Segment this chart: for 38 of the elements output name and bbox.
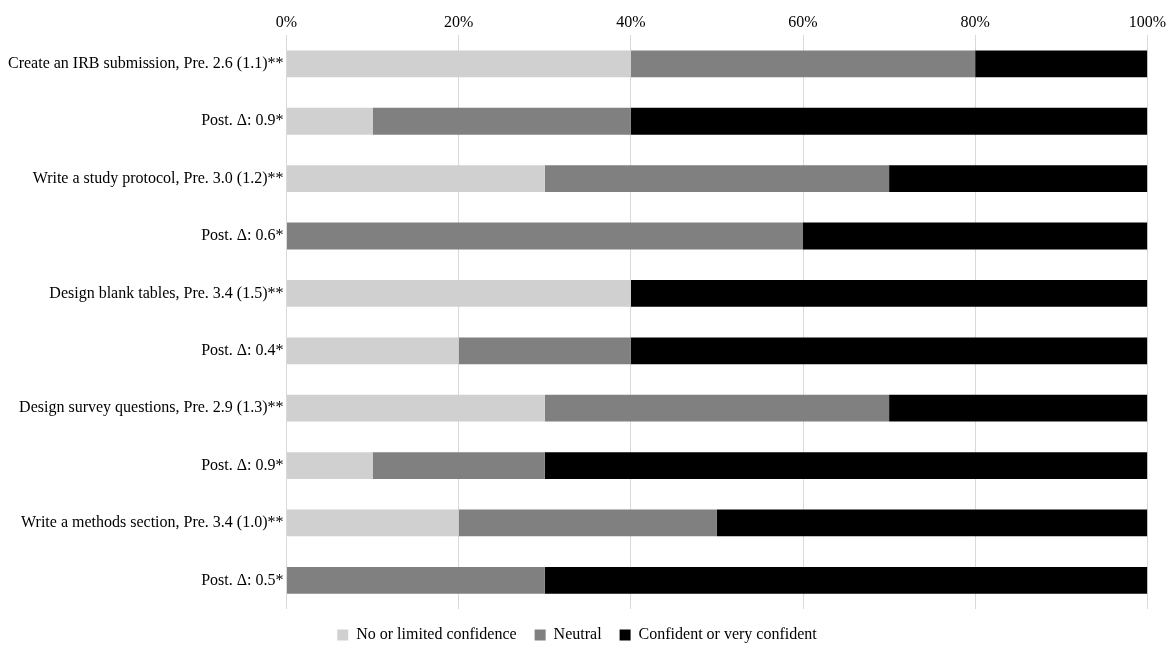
x-tick-label: 40% [616, 12, 646, 30]
bar [287, 222, 804, 250]
y-tick-label: Create an IRB submission, Pre. 2.6 (1.1)** [7, 54, 284, 73]
x-tick-label: 0% [275, 12, 298, 30]
bar [372, 107, 631, 135]
bar [889, 165, 1148, 193]
x-tick-label: 80% [960, 12, 990, 30]
bar [458, 509, 717, 537]
bar [372, 452, 545, 479]
bar [287, 566, 545, 594]
bar [975, 50, 1148, 78]
bar [630, 280, 1148, 307]
legend-label: No or limited confidence [356, 625, 517, 643]
bar [544, 452, 1148, 479]
x-tick-label: 100% [1128, 12, 1166, 30]
bar [544, 566, 1148, 594]
y-tick-label: Post. Δ: 0.5* [201, 570, 284, 588]
bar [803, 222, 1148, 250]
legend-label: Confident or very confident [638, 625, 818, 644]
bar [630, 50, 976, 78]
x-tick-label: 60% [788, 12, 818, 30]
y-tick-label: Post. Δ: 0.4* [201, 340, 284, 358]
bar [544, 394, 890, 422]
x-tick-label: 20% [444, 12, 474, 30]
y-tick-label: Post. Δ: 0.9* [201, 455, 284, 473]
y-tick-label: Write a study protocol, Pre. 3.0 (1.2)** [32, 168, 284, 187]
bar [889, 394, 1148, 422]
bar [630, 337, 1148, 365]
bar [630, 107, 1148, 135]
legend-label: Neutral [553, 625, 603, 643]
bar [544, 165, 890, 193]
y-tick-label: Post. Δ: 0.6* [201, 226, 284, 244]
y-tick-label: Write a methods section, Pre. 3.4 (1.0)** [21, 513, 284, 532]
y-tick-label: Design survey questions, Pre. 2.9 (1.3)** [19, 398, 284, 417]
y-tick-label: Design blank tables, Pre. 3.4 (1.5)** [49, 283, 284, 302]
bar [716, 509, 1148, 537]
y-tick-label: Post. Δ: 0.9* [201, 111, 284, 129]
bar [458, 337, 631, 365]
